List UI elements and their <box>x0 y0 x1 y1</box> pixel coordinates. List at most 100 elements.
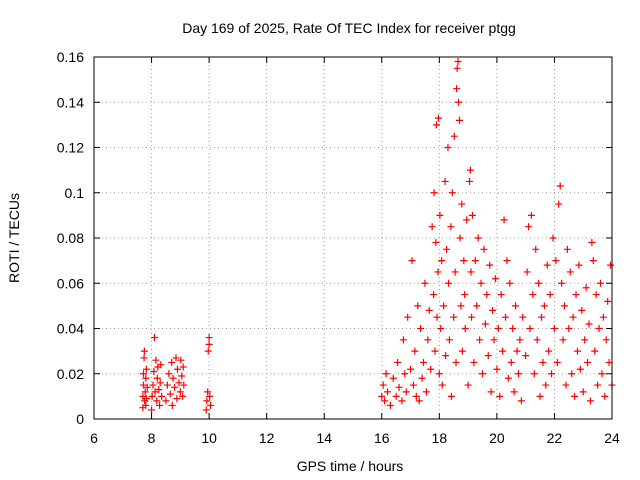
data-point <box>140 354 148 362</box>
data-point <box>151 388 159 396</box>
x-tick-label: 24 <box>604 430 620 446</box>
data-point <box>402 388 410 396</box>
data-point <box>447 223 455 231</box>
y-tick-label: 0.02 <box>57 366 84 382</box>
data-point <box>582 284 590 292</box>
data-point <box>546 291 554 299</box>
data-point <box>471 257 479 265</box>
data-point <box>526 325 534 332</box>
y-tick-label: 0.14 <box>57 94 84 110</box>
data-point <box>415 397 423 405</box>
data-point <box>543 261 551 269</box>
data-point <box>535 279 543 287</box>
data-point <box>568 370 576 378</box>
data-point <box>486 261 494 269</box>
data-point <box>514 370 522 378</box>
x-axis-ticks: 6 8 10 12 14 16 18 20 22 24 <box>90 57 620 446</box>
data-point <box>596 279 604 287</box>
data-point <box>139 370 147 378</box>
data-point <box>474 234 482 242</box>
data-point <box>153 397 161 405</box>
data-point <box>553 358 561 366</box>
data-point <box>142 401 150 409</box>
data-point <box>599 313 607 321</box>
data-point <box>566 268 574 276</box>
data-point <box>450 313 458 321</box>
data-point <box>601 392 609 400</box>
data-point <box>407 365 415 373</box>
x-tick-label: 8 <box>148 430 156 446</box>
data-point <box>458 200 466 208</box>
data-point <box>497 291 505 299</box>
x-tick-label: 10 <box>201 430 217 446</box>
x-tick-label: 22 <box>547 430 563 446</box>
data-point <box>607 261 615 269</box>
data-point <box>386 401 394 409</box>
data-point <box>425 306 433 314</box>
x-tick-label: 16 <box>374 430 390 446</box>
data-point <box>437 325 445 332</box>
data-point <box>558 279 566 287</box>
y-tick-label: 0.16 <box>57 49 84 65</box>
data-point <box>432 121 440 129</box>
data-point <box>433 313 441 321</box>
data-point <box>530 370 538 378</box>
data-point <box>493 365 501 373</box>
data-point <box>414 302 422 310</box>
data-point <box>584 358 592 366</box>
x-tick-label: 18 <box>432 430 448 446</box>
data-point <box>556 182 564 190</box>
data-point <box>468 313 476 321</box>
data-point <box>598 370 606 378</box>
data-point <box>431 347 439 355</box>
data-point <box>395 383 403 391</box>
data-point <box>417 325 425 332</box>
data-point <box>460 257 468 265</box>
data-point <box>207 401 215 409</box>
data-point <box>540 302 548 310</box>
data-point <box>550 325 558 332</box>
data-point <box>532 245 540 253</box>
data-point <box>438 257 446 265</box>
data-point <box>168 401 176 409</box>
data-point <box>150 367 158 375</box>
data-point <box>440 302 448 310</box>
data-point <box>438 381 446 389</box>
data-point <box>507 358 515 366</box>
data-point <box>573 347 581 355</box>
data-point <box>421 279 429 287</box>
data-point <box>142 365 150 373</box>
data-point <box>563 245 571 253</box>
data-point <box>461 325 469 332</box>
data-point <box>604 297 612 305</box>
data-point <box>394 358 402 366</box>
data-point <box>163 381 171 389</box>
data-point <box>451 268 459 276</box>
data-point <box>561 302 569 310</box>
data-point <box>382 370 390 378</box>
data-point <box>586 397 594 405</box>
data-point <box>456 234 464 242</box>
data-point <box>455 98 463 106</box>
data-point <box>155 386 163 394</box>
data-point <box>595 325 603 332</box>
data-point <box>175 379 183 387</box>
data-point <box>203 397 211 405</box>
data-point <box>179 392 187 400</box>
data-point <box>585 320 593 328</box>
data-point <box>483 291 491 299</box>
data-point <box>594 381 602 389</box>
data-point <box>467 268 475 276</box>
data-point <box>453 64 461 72</box>
data-point <box>381 397 389 405</box>
data-point <box>379 381 387 389</box>
data-point <box>447 392 455 400</box>
data-point <box>494 325 502 332</box>
data-point <box>552 257 560 265</box>
data-point <box>503 257 511 265</box>
data-point <box>422 388 430 396</box>
data-point <box>591 347 599 355</box>
data-point <box>605 358 613 366</box>
data-point <box>158 392 166 400</box>
